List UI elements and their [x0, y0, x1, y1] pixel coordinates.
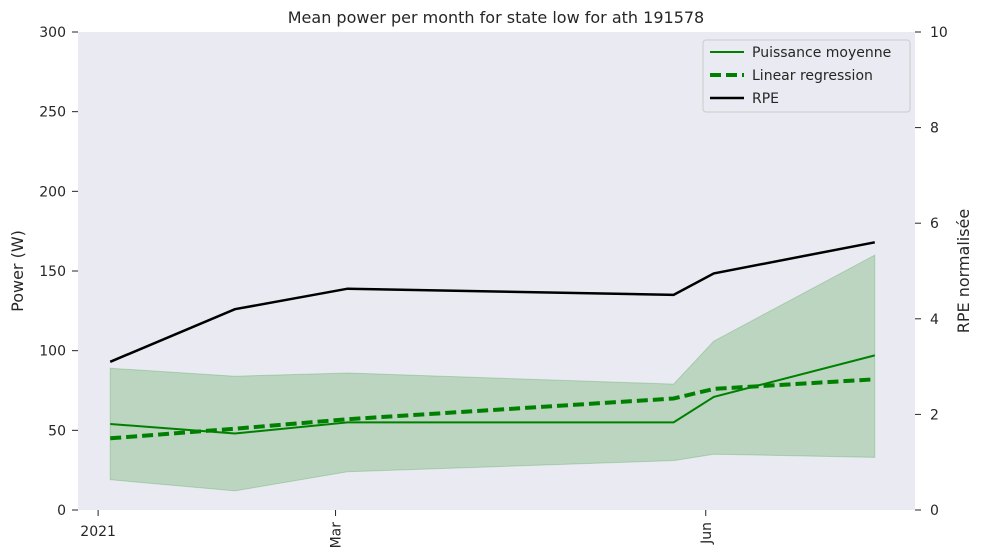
y-tick-label: 100 — [39, 344, 66, 360]
legend-label-regression: Linear regression — [752, 68, 873, 84]
confidence-band-layer — [109, 254, 876, 492]
y-tick-label: 0 — [57, 503, 66, 519]
line-layer — [109, 241, 876, 441]
y2-tick-label: 0 — [930, 503, 939, 519]
y2-tick-label: 4 — [930, 312, 939, 328]
y-tick-label: 50 — [48, 423, 66, 439]
y-tick-label: 150 — [39, 264, 66, 280]
legend: Puissance moyenne Linear regression RPE — [702, 39, 911, 113]
y-tick-label: 300 — [39, 25, 66, 41]
y-axis-label: Power (W) — [8, 230, 27, 312]
y2-tick-label: 2 — [930, 407, 939, 423]
y-tick-label: 250 — [39, 105, 66, 121]
y2-tick-label: 8 — [930, 121, 939, 137]
legend-label-rpe: RPE — [752, 91, 779, 107]
series-line-rpe — [109, 241, 876, 363]
confidence-band — [109, 254, 876, 492]
y2-axis-label: RPE normalisée — [954, 209, 973, 334]
y2-tick-label: 10 — [930, 25, 948, 41]
legend-box — [702, 39, 911, 113]
series-line-regression — [110, 377, 875, 441]
x-tick-label: Mar — [329, 522, 345, 549]
x-tick-label: Jun — [699, 522, 715, 545]
y2-tick-label: 6 — [930, 216, 939, 232]
legend-label-mean-power: Puissance moyenne — [752, 45, 891, 61]
axis-layer: 0 50 100 150 200 250 300 0 2 4 6 8 10 2021 Mar Jun — [39, 25, 948, 548]
x-tick-label: 2021 — [80, 524, 116, 540]
y-tick-label: 200 — [39, 184, 66, 200]
chart-title: Mean power per month for state low for a… — [288, 8, 704, 27]
